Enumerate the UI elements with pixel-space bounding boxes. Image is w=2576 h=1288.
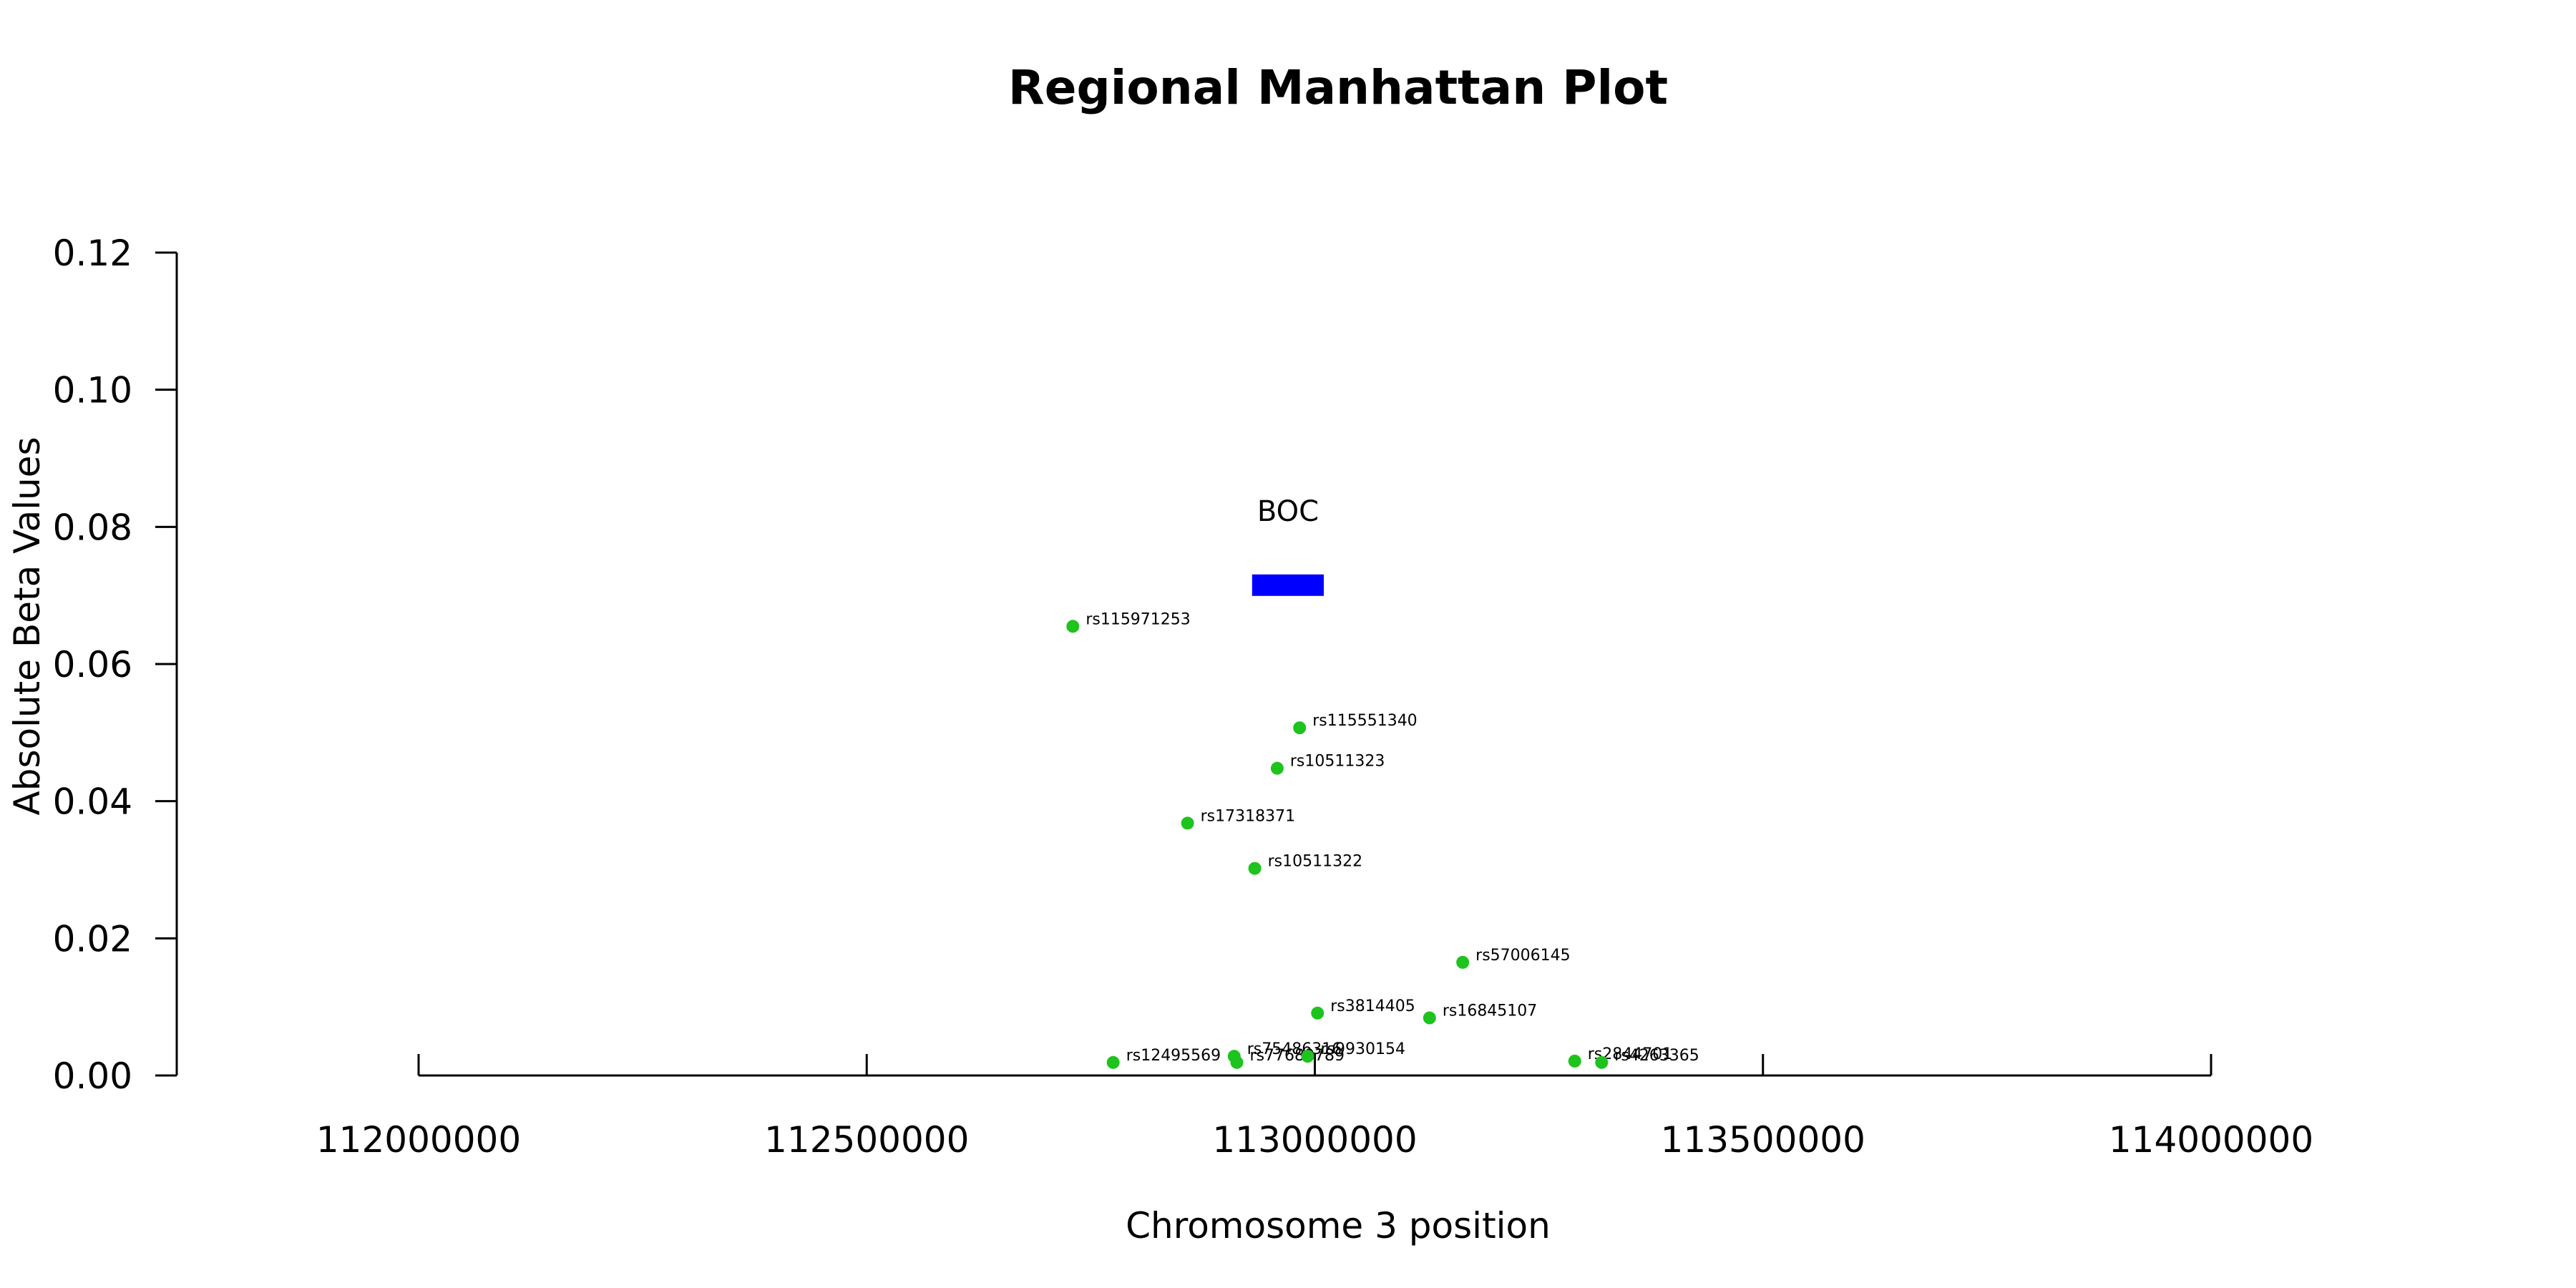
x-tick-label: 112500000 <box>764 1119 969 1161</box>
snp-label: rs17318371 <box>1201 807 1295 825</box>
snp-point <box>1181 816 1194 830</box>
snp-label: rs10511322 <box>1268 853 1362 871</box>
y-tick-label: 0.10 <box>53 370 132 411</box>
snp-label: rs9930154 <box>1320 1040 1405 1058</box>
x-axis: 112000000 112500000 113000000 113500000 1140… <box>316 1054 2313 1161</box>
y-tick-label: 0.12 <box>53 233 132 274</box>
y-axis-label: Absolute Beta Values <box>6 437 48 816</box>
snp-label: rs12495569 <box>1126 1047 1221 1065</box>
snp-label: rs115971253 <box>1085 610 1190 628</box>
y-tick-label: 0.08 <box>53 507 132 548</box>
snp-point <box>1423 1011 1436 1025</box>
gene-bar <box>1252 574 1324 596</box>
snp-point <box>1595 1055 1609 1069</box>
snp-label: rs57006145 <box>1475 947 1570 965</box>
snp-point <box>1311 1006 1324 1020</box>
snp-point <box>1568 1054 1581 1068</box>
y-tick-label: 0.06 <box>53 644 132 686</box>
snp-label: rs16845107 <box>1443 1002 1537 1020</box>
snp-label: rs4263365 <box>1614 1047 1699 1065</box>
snp-point <box>1270 761 1284 775</box>
gene-track: BOC <box>1252 495 1324 596</box>
snp-point <box>1066 620 1080 633</box>
y-tick-label: 0.02 <box>53 918 132 960</box>
snp-label: rs77689789 <box>1250 1047 1345 1065</box>
y-tick-label: 0.00 <box>53 1055 132 1097</box>
snp-label: rs10511323 <box>1290 753 1385 771</box>
snp-point <box>1106 1055 1120 1069</box>
snp-point <box>1301 1050 1314 1063</box>
x-tick-label: 113000000 <box>1212 1119 1417 1161</box>
snp-point <box>1293 721 1307 735</box>
chart-title: Regional Manhattan Plot <box>1008 60 1668 115</box>
y-axis: 0.00 0.02 0.04 0.06 0.08 0.10 0.12 <box>53 233 178 1097</box>
gene-label: BOC <box>1257 495 1319 528</box>
y-tick-label: 0.04 <box>53 781 132 823</box>
snp-point <box>1230 1055 1244 1069</box>
snp-label: rs115551340 <box>1312 712 1417 730</box>
x-tick-label: 114000000 <box>2109 1119 2313 1161</box>
snp-point <box>1456 955 1470 969</box>
snp-point <box>1248 862 1262 875</box>
snp-label: rs75486316 <box>1247 1040 1342 1058</box>
x-tick-label: 112000000 <box>316 1119 521 1161</box>
snp-label: rs3814405 <box>1330 997 1415 1015</box>
x-axis-label: Chromosome 3 position <box>1126 1205 1551 1246</box>
data-points: rs115971253 rs115551340 rs10511323 rs173183… <box>1066 610 1699 1069</box>
x-tick-label: 113500000 <box>1661 1119 1865 1161</box>
